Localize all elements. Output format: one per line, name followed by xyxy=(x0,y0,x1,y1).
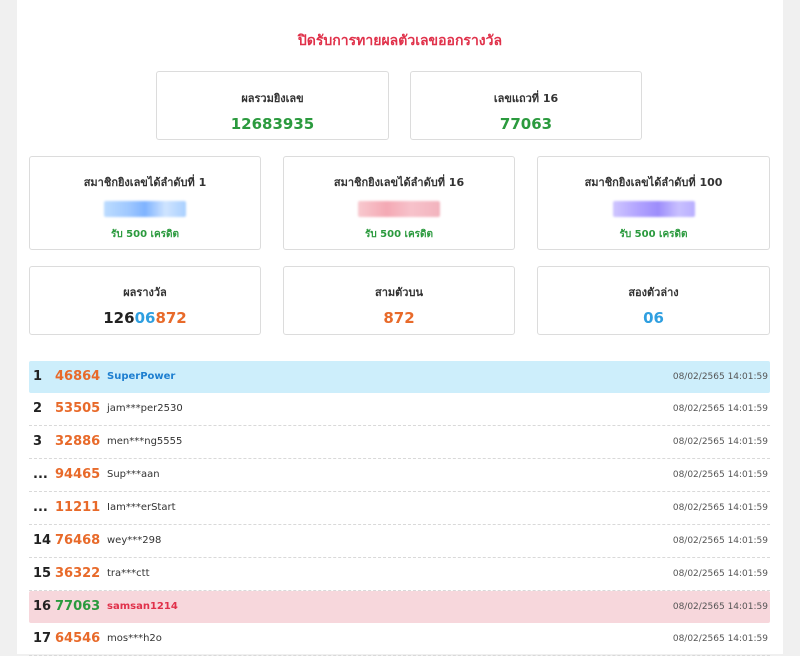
prize-number: 12606872 xyxy=(30,309,260,327)
row-rank: 3 xyxy=(33,434,43,449)
row-rank: 1 xyxy=(33,369,43,384)
row-time: 08/02/2565 14:01:59 xyxy=(672,437,768,447)
page-container: ปิดรับการทายผลตัวเลขออกรางวัล ผลรวมยิงเล… xyxy=(17,0,783,656)
credit-text: รับ 500 เครดิต xyxy=(364,229,434,240)
row-number: 11211 xyxy=(55,500,101,515)
row16-card: เลขแถวที่ 16 77063 xyxy=(410,71,642,140)
row-rank: 2 xyxy=(33,401,43,416)
prize-part-2: 06 xyxy=(134,309,156,327)
row-number: 46864 xyxy=(55,369,101,384)
row-time: 08/02/2565 14:01:59 xyxy=(672,536,768,546)
member-label: สมาชิกยิงเลขได้ลำดับที่ 16 xyxy=(333,176,465,189)
credit-text: รับ 500 เครดิต xyxy=(619,229,688,240)
member-card-100: สมาชิกยิงเลขได้ลำดับที่ 100 รับ 500 เครด… xyxy=(537,156,770,250)
prize-part-1: 126 xyxy=(103,309,135,327)
row-user: samsan1214 xyxy=(107,601,178,612)
table-row: ... 94465 Sup***aan 08/02/2565 14:01:59 xyxy=(29,459,770,492)
row16-value: 77063 xyxy=(499,115,553,133)
row-time: 08/02/2565 14:01:59 xyxy=(672,503,768,513)
member-label: สมาชิกยิงเลขได้ลำดับที่ 1 xyxy=(83,176,207,189)
total-sum-card: ผลรวมยิงเลข 12683935 xyxy=(156,71,389,140)
row-time: 08/02/2565 14:01:59 xyxy=(672,470,768,480)
member-card-1: สมาชิกยิงเลขได้ลำดับที่ 1 รับ 500 เครดิต xyxy=(29,156,261,250)
bottom2-card: สองตัวล่าง 06 xyxy=(537,266,770,335)
row-user: Iam***erStart xyxy=(107,502,176,513)
row-user: tra***ctt xyxy=(107,568,150,579)
row-number: 53505 xyxy=(55,401,101,416)
prize-label: ผลรางวัล xyxy=(123,286,167,299)
member-card-16: สมาชิกยิงเลขได้ลำดับที่ 16 รับ 500 เครดิ… xyxy=(283,156,515,250)
table-row: 1 46864 SuperPower 08/02/2565 14:01:59 xyxy=(29,361,770,393)
top3-card: สามตัวบน 872 xyxy=(283,266,515,335)
table-row: ... 11211 Iam***erStart 08/02/2565 14:01… xyxy=(29,492,770,525)
table-row: 15 36322 tra***ctt 08/02/2565 14:01:59 xyxy=(29,558,770,591)
row-rank: 15 xyxy=(33,566,52,581)
blurred-username xyxy=(358,201,440,217)
row-time: 08/02/2565 14:01:59 xyxy=(672,404,768,414)
row-user: SuperPower xyxy=(107,371,176,382)
member-label: สมาชิกยิงเลขได้ลำดับที่ 100 xyxy=(584,176,723,189)
top3-value: 872 xyxy=(383,309,415,327)
total-sum-value: 12683935 xyxy=(230,115,315,133)
bottom2-label: สองตัวล่าง xyxy=(628,286,679,299)
row-number: 94465 xyxy=(55,467,101,482)
row-number: 32886 xyxy=(55,434,101,449)
blurred-username xyxy=(612,201,695,217)
table-row: 2 53505 jam***per2530 08/02/2565 14:01:5… xyxy=(29,393,770,426)
table-row: 17 64546 mos***h2o 08/02/2565 14:01:59 xyxy=(29,623,770,656)
row-rank: 17 xyxy=(33,631,52,646)
table-row: 14 76468 wey***298 08/02/2565 14:01:59 xyxy=(29,525,770,558)
prize-card: ผลรางวัล 12606872 xyxy=(29,266,261,335)
table-row: 16 77063 samsan1214 08/02/2565 14:01:59 xyxy=(29,591,770,623)
row-number: 77063 xyxy=(55,599,101,614)
bottom2-value: 06 xyxy=(643,309,664,327)
row-time: 08/02/2565 14:01:59 xyxy=(672,372,768,382)
row-user: wey***298 xyxy=(107,535,162,546)
row-time: 08/02/2565 14:01:59 xyxy=(672,602,768,612)
row-time: 08/02/2565 14:01:59 xyxy=(672,569,768,579)
row-rank: 14 xyxy=(33,533,52,548)
row-rank: ... xyxy=(33,500,48,515)
row-number: 64546 xyxy=(55,631,101,646)
row-number: 36322 xyxy=(55,566,101,581)
page-title: ปิดรับการทายผลตัวเลขออกรางวัล xyxy=(297,33,503,49)
table-row: 3 32886 men***ng5555 08/02/2565 14:01:59 xyxy=(29,426,770,459)
row-time: 08/02/2565 14:01:59 xyxy=(672,634,768,644)
row-rank: ... xyxy=(33,467,48,482)
row-rank: 16 xyxy=(33,599,52,614)
top3-label: สามตัวบน xyxy=(375,286,423,299)
credit-text: รับ 500 เครดิต xyxy=(110,229,180,240)
ranking-list: 1 46864 SuperPower 08/02/2565 14:01:59 2… xyxy=(29,361,770,656)
row-user: jam***per2530 xyxy=(107,403,183,414)
row-user: mos***h2o xyxy=(107,633,162,644)
row-user: men***ng5555 xyxy=(107,436,183,447)
blurred-username xyxy=(104,201,186,217)
row-number: 76468 xyxy=(55,533,101,548)
total-sum-label: ผลรวมยิงเลข xyxy=(241,92,304,105)
row-user: Sup***aan xyxy=(107,469,160,480)
row16-label: เลขแถวที่ 16 xyxy=(493,92,559,105)
prize-part-3: 872 xyxy=(155,309,187,327)
